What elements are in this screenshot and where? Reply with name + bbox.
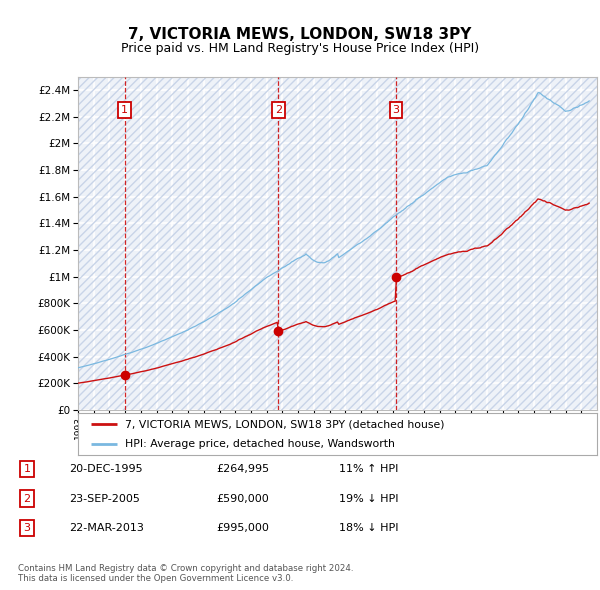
Text: Contains HM Land Registry data © Crown copyright and database right 2024.
This d: Contains HM Land Registry data © Crown c… [18, 563, 353, 583]
Text: 3: 3 [392, 105, 400, 115]
Text: 1: 1 [121, 105, 128, 115]
Text: 18% ↓ HPI: 18% ↓ HPI [339, 523, 398, 533]
Text: 11% ↑ HPI: 11% ↑ HPI [339, 464, 398, 474]
Text: 1: 1 [23, 464, 31, 474]
Text: 20-DEC-1995: 20-DEC-1995 [69, 464, 143, 474]
Text: 19% ↓ HPI: 19% ↓ HPI [339, 494, 398, 503]
Text: £264,995: £264,995 [216, 464, 269, 474]
Text: 7, VICTORIA MEWS, LONDON, SW18 3PY (detached house): 7, VICTORIA MEWS, LONDON, SW18 3PY (deta… [125, 419, 444, 430]
Text: HPI: Average price, detached house, Wandsworth: HPI: Average price, detached house, Wand… [125, 439, 395, 449]
Text: 2: 2 [275, 105, 282, 115]
Text: 23-SEP-2005: 23-SEP-2005 [69, 494, 140, 503]
Text: 2: 2 [23, 494, 31, 503]
Text: Price paid vs. HM Land Registry's House Price Index (HPI): Price paid vs. HM Land Registry's House … [121, 42, 479, 55]
Text: 3: 3 [23, 523, 31, 533]
Text: £590,000: £590,000 [216, 494, 269, 503]
Text: 22-MAR-2013: 22-MAR-2013 [69, 523, 144, 533]
Text: 7, VICTORIA MEWS, LONDON, SW18 3PY: 7, VICTORIA MEWS, LONDON, SW18 3PY [128, 27, 472, 41]
Text: £995,000: £995,000 [216, 523, 269, 533]
Bar [78, 77, 597, 410]
